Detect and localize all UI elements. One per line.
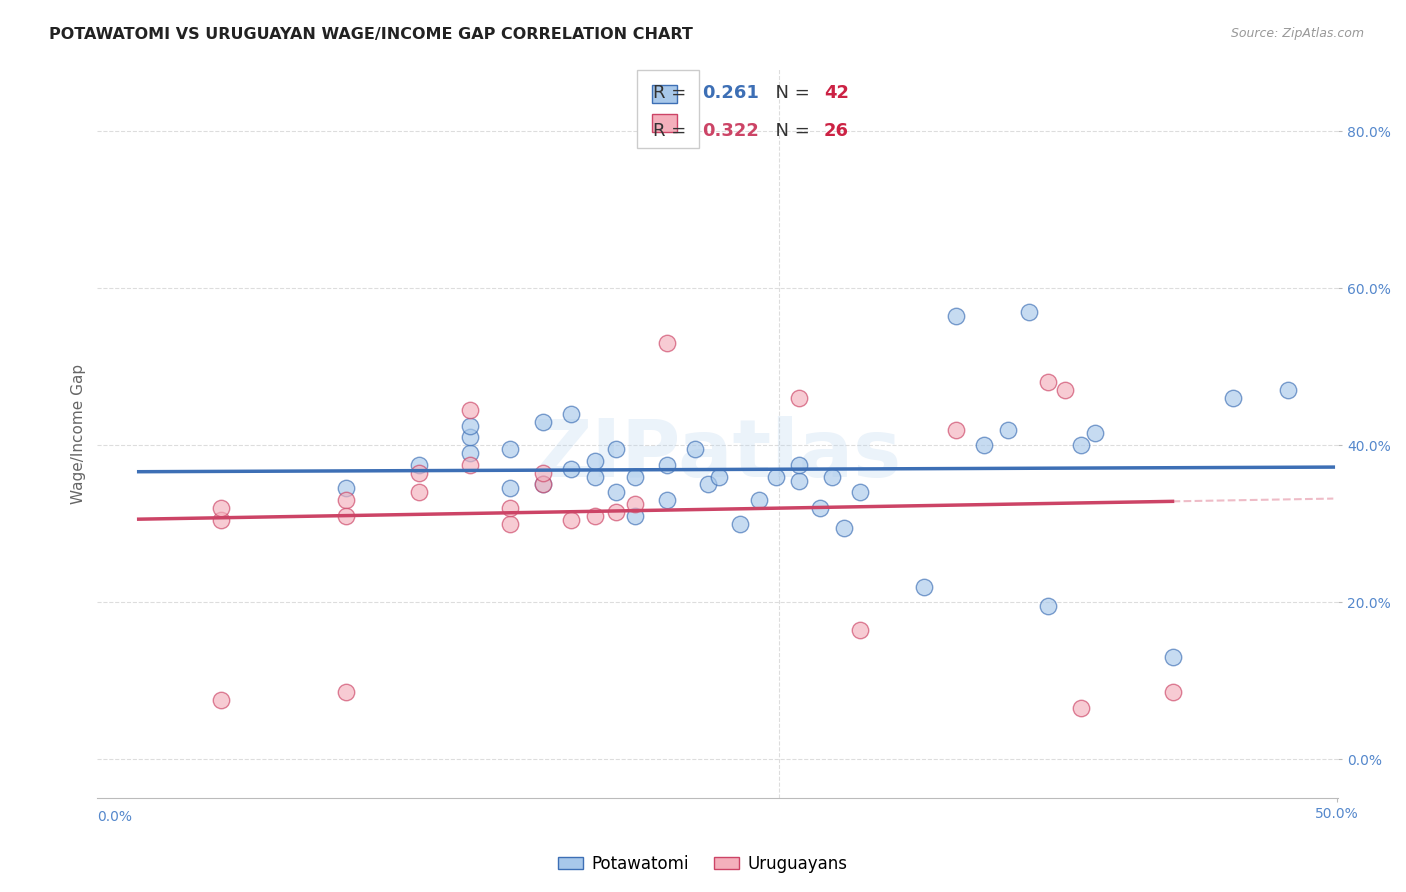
Point [605,442,627,457]
Point [1054,384,1077,398]
Point [209,513,232,527]
Point [1161,685,1184,699]
Legend: , : , [637,70,699,148]
Point [531,415,554,429]
Point [1070,438,1092,452]
Text: 0.0%: 0.0% [97,810,132,824]
Point [748,493,770,508]
Point [683,442,706,457]
Point [1084,426,1107,441]
Point [408,458,430,472]
Point [1018,305,1040,319]
Point [848,485,870,500]
Point [707,469,730,483]
Point [728,516,751,531]
Point [808,501,831,516]
Point [583,454,606,468]
Point [623,497,645,511]
Point [1222,391,1244,405]
Point [657,336,679,351]
Point [657,493,679,508]
Point [560,462,582,476]
Point [1277,384,1299,398]
Point [335,493,357,508]
Point [408,466,430,480]
Point [973,438,995,452]
Text: ZIPatlas: ZIPatlas [534,417,901,494]
Point [1036,599,1059,614]
Point [696,477,718,491]
Point [499,482,522,496]
Point [912,580,935,594]
Point [458,430,481,444]
Text: POTAWATOMI VS URUGUAYAN WAGE/INCOME GAP CORRELATION CHART: POTAWATOMI VS URUGUAYAN WAGE/INCOME GAP … [49,27,693,42]
Point [499,501,522,516]
Text: R =: R = [652,122,692,140]
Point [787,458,810,472]
Point [605,505,627,519]
Point [787,391,810,405]
Point [499,516,522,531]
Point [832,521,855,535]
Point [531,477,554,491]
Point [583,508,606,523]
Point [1161,650,1184,665]
Point [1070,701,1092,715]
Point [499,442,522,457]
Point [209,693,232,707]
Point [458,418,481,433]
Point [848,623,870,637]
Point [787,474,810,488]
Point [458,446,481,460]
Text: 0.322: 0.322 [703,122,759,140]
Point [531,466,554,480]
Point [605,485,627,500]
Text: Source: ZipAtlas.com: Source: ZipAtlas.com [1230,27,1364,40]
Point [335,685,357,699]
Text: N =: N = [765,122,815,140]
Legend: Potawatomi, Uruguayans: Potawatomi, Uruguayans [551,848,855,880]
Point [458,403,481,417]
Point [821,469,844,483]
Point [209,501,232,516]
Point [623,508,645,523]
Text: N =: N = [765,84,815,102]
Point [997,423,1019,437]
Y-axis label: Wage/Income Gap: Wage/Income Gap [72,363,86,503]
Point [765,469,787,483]
Text: 26: 26 [824,122,849,140]
Point [657,458,679,472]
Text: 42: 42 [824,84,849,102]
Point [583,469,606,483]
Point [945,309,967,323]
Point [1036,376,1059,390]
Text: R =: R = [652,84,692,102]
Point [945,423,967,437]
Point [560,513,582,527]
Point [560,407,582,421]
Point [335,508,357,523]
Point [458,458,481,472]
Text: 0.261: 0.261 [703,84,759,102]
Point [531,477,554,491]
Point [335,482,357,496]
Point [623,469,645,483]
Point [408,485,430,500]
